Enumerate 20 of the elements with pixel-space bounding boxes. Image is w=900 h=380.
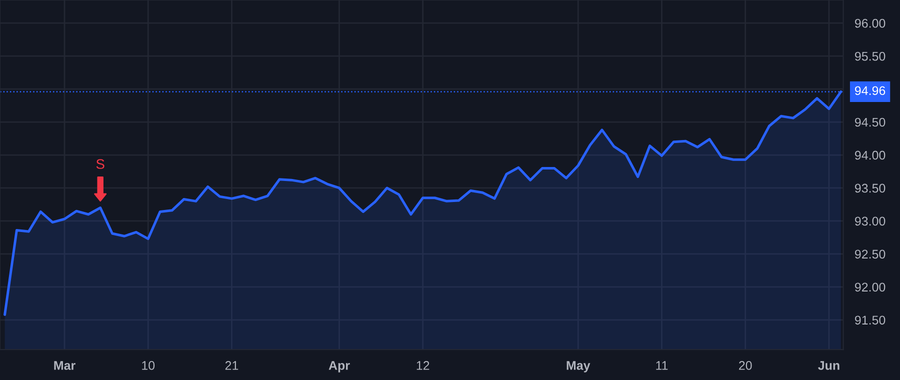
y-tick-label: 96.00 [854,18,886,28]
x-tick-label: 11 [656,361,668,370]
y-tick-label: 95.50 [854,52,886,61]
x-tick-label: 10 [142,361,155,370]
x-tick-label: 20 [739,361,752,370]
x-tick-label: Jun [818,361,840,370]
x-tick-label: Mar [54,361,76,370]
annotation: S [96,159,104,169]
x-tick-label: May [566,361,590,372]
y-tick-label: 93.00 [854,216,886,226]
y-tick-label: 92.50 [854,250,886,259]
y-tick-label: 92.00 [854,282,886,292]
y-tick-label: 91.50 [854,316,886,325]
ref-line-label: 94.96 [854,86,886,96]
x-tick-label: Apr [328,361,350,372]
y-tick-label: 94.00 [854,150,886,160]
x-tick-label: 21 [225,361,238,370]
y-tick-label: 93.50 [854,184,886,193]
y-tick-label: 94.50 [854,118,886,127]
x-tick-label: 12 [416,361,430,370]
